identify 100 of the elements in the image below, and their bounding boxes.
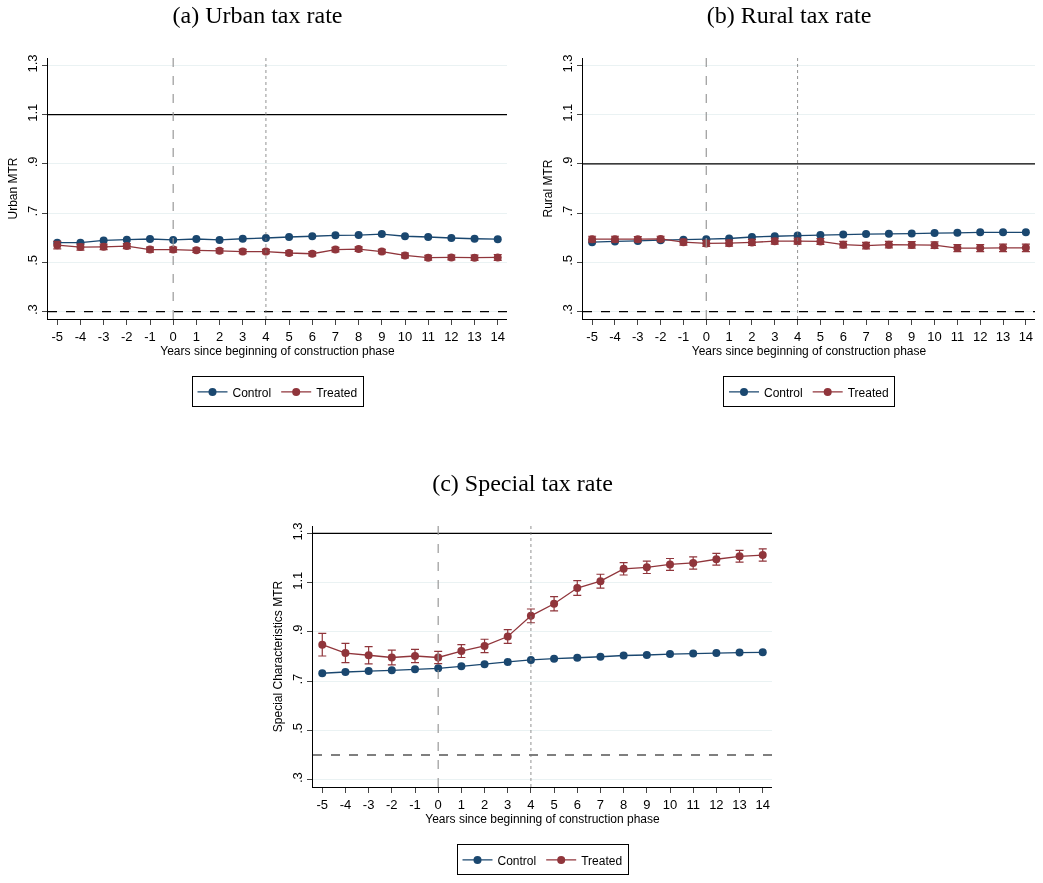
x-tick-label: 5 — [816, 328, 825, 344]
x-tick-label: -1 — [677, 328, 690, 344]
point — [457, 662, 466, 671]
point — [862, 230, 871, 239]
x-tick-label: -5 — [316, 796, 329, 812]
point — [503, 657, 512, 666]
y-tick-label: 1.1 — [24, 103, 40, 122]
x-tick-label: 14 — [755, 796, 770, 812]
point — [387, 653, 396, 662]
point — [215, 235, 224, 244]
x-tick-label: 0 — [434, 796, 442, 812]
point — [596, 652, 605, 661]
point — [424, 233, 433, 242]
x-tick-label: 4 — [793, 328, 802, 344]
y-axis-title: Rural MTR — [541, 159, 556, 218]
point — [550, 599, 559, 608]
point — [285, 233, 294, 242]
x-axis-title: Years since beginning of construction phase — [425, 811, 661, 826]
x-tick-label: 6 — [308, 328, 316, 344]
x-tick-label: -5 — [51, 328, 64, 344]
x-tick-label: 8 — [620, 796, 628, 812]
x-tick-label: 8 — [885, 328, 893, 344]
x-axis-title: Years since beginning of construction phase — [691, 343, 927, 358]
point — [146, 234, 154, 243]
point — [341, 649, 350, 658]
x-tick-label: 1 — [192, 328, 200, 344]
y-tick-label: .5 — [559, 255, 575, 266]
legend-label: Control — [764, 385, 803, 400]
x-tick-label: 5 — [285, 328, 293, 344]
y-tick-label: .9 — [289, 624, 305, 636]
x-tick-label: 11 — [950, 328, 965, 344]
x-tick-label: -3 — [632, 328, 644, 344]
point — [401, 232, 409, 241]
x-tick-label: 8 — [355, 328, 363, 344]
point — [642, 651, 651, 660]
point — [493, 235, 502, 244]
point — [387, 666, 396, 675]
x-tick-label: -4 — [74, 328, 87, 344]
point — [318, 640, 327, 649]
y-tick-label: 1.1 — [289, 571, 305, 590]
y-tick-label: .7 — [559, 205, 575, 217]
y-axis-title: Urban MTR — [6, 157, 21, 220]
x-tick-label: 3 — [504, 796, 512, 812]
point — [712, 649, 721, 658]
point — [470, 234, 479, 243]
x-tick-label: -1 — [409, 796, 421, 812]
x-tick-label: 4 — [527, 796, 535, 812]
x-tick-label: 9 — [378, 328, 386, 344]
point — [839, 230, 848, 239]
x-tick-label: 2 — [480, 796, 489, 812]
point — [238, 234, 247, 243]
point — [953, 228, 962, 237]
point — [434, 664, 443, 673]
x-tick-label: 13 — [995, 328, 1011, 344]
x-tick-label: 7 — [862, 328, 870, 344]
y-tick-label: .9 — [559, 156, 575, 168]
x-tick-label: 0 — [169, 328, 177, 344]
point — [331, 231, 340, 240]
x-tick-label: -2 — [121, 328, 133, 344]
point — [1021, 228, 1030, 237]
x-tick-label: 9 — [643, 796, 651, 812]
point — [930, 229, 939, 238]
x-tick-label: 3 — [771, 328, 779, 344]
legend-label: Control — [232, 385, 272, 400]
point — [596, 577, 605, 586]
point — [550, 654, 559, 663]
x-tick-label: -3 — [362, 796, 375, 812]
y-tick-label: 1.1 — [559, 103, 575, 122]
x-tick-label: 14 — [490, 328, 505, 344]
y-tick-label: .5 — [24, 255, 40, 266]
chart-title: (c) Special tax rate — [432, 470, 613, 497]
x-tick-label: 2 — [748, 328, 756, 344]
legend-label: Treated — [847, 385, 889, 400]
point — [689, 649, 698, 658]
point — [976, 228, 985, 237]
x-tick-label: 13 — [467, 328, 482, 344]
point — [364, 651, 373, 660]
x-tick-label: 13 — [732, 796, 747, 812]
point — [666, 650, 674, 659]
y-tick-label: 1.3 — [559, 54, 575, 73]
x-tick-label: 5 — [550, 796, 558, 812]
x-tick-label: 12 — [709, 796, 724, 812]
x-tick-label: 4 — [262, 328, 270, 344]
point — [735, 648, 744, 657]
legend-label: Treated — [581, 853, 623, 868]
x-tick-label: -2 — [654, 328, 667, 344]
point — [573, 653, 582, 662]
chart-title: (b) Rural tax rate — [706, 2, 872, 29]
y-tick-label: .7 — [289, 673, 305, 685]
y-tick-label: 1.3 — [289, 522, 305, 541]
x-tick-label: 10 — [662, 796, 678, 812]
y-tick-label: .7 — [24, 205, 40, 217]
point — [447, 233, 456, 242]
x-tick-label: 3 — [239, 328, 247, 344]
point — [999, 228, 1008, 237]
x-tick-label: -5 — [586, 328, 598, 344]
legend-label: Control — [497, 853, 537, 868]
x-tick-label: 11 — [421, 328, 435, 344]
point — [758, 648, 767, 657]
y-tick-label: .5 — [289, 723, 305, 734]
